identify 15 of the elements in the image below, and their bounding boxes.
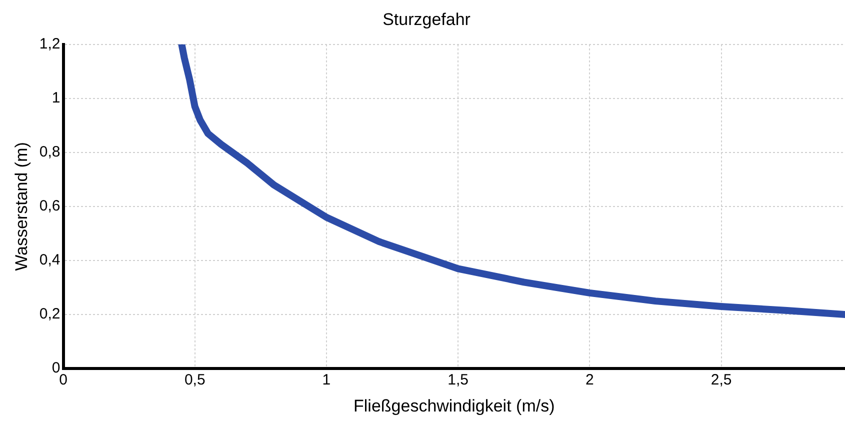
chart-title: Sturzgefahr bbox=[382, 10, 471, 29]
x-tick-label: 2,5 bbox=[710, 372, 732, 389]
x-tick-label: 0,5 bbox=[184, 372, 206, 389]
y-tick-label: 1 bbox=[52, 90, 60, 107]
y-tick-label: 0 bbox=[52, 360, 60, 377]
x-tick-label: 1,5 bbox=[448, 372, 469, 389]
y-tick-label: 0,8 bbox=[39, 144, 60, 161]
x-tick-label: 1 bbox=[322, 372, 331, 389]
y-tick-label: 1,2 bbox=[39, 36, 60, 53]
x-axis-title: Fließgeschwindigkeit (m/s) bbox=[354, 396, 555, 416]
y-axis-title: Wasserstand (m) bbox=[12, 142, 31, 271]
x-tick-label: 2 bbox=[586, 372, 594, 389]
y-tick-label: 0,2 bbox=[39, 306, 60, 323]
y-tick-label: 0,4 bbox=[39, 252, 60, 269]
y-tick-label: 0,6 bbox=[39, 198, 60, 215]
